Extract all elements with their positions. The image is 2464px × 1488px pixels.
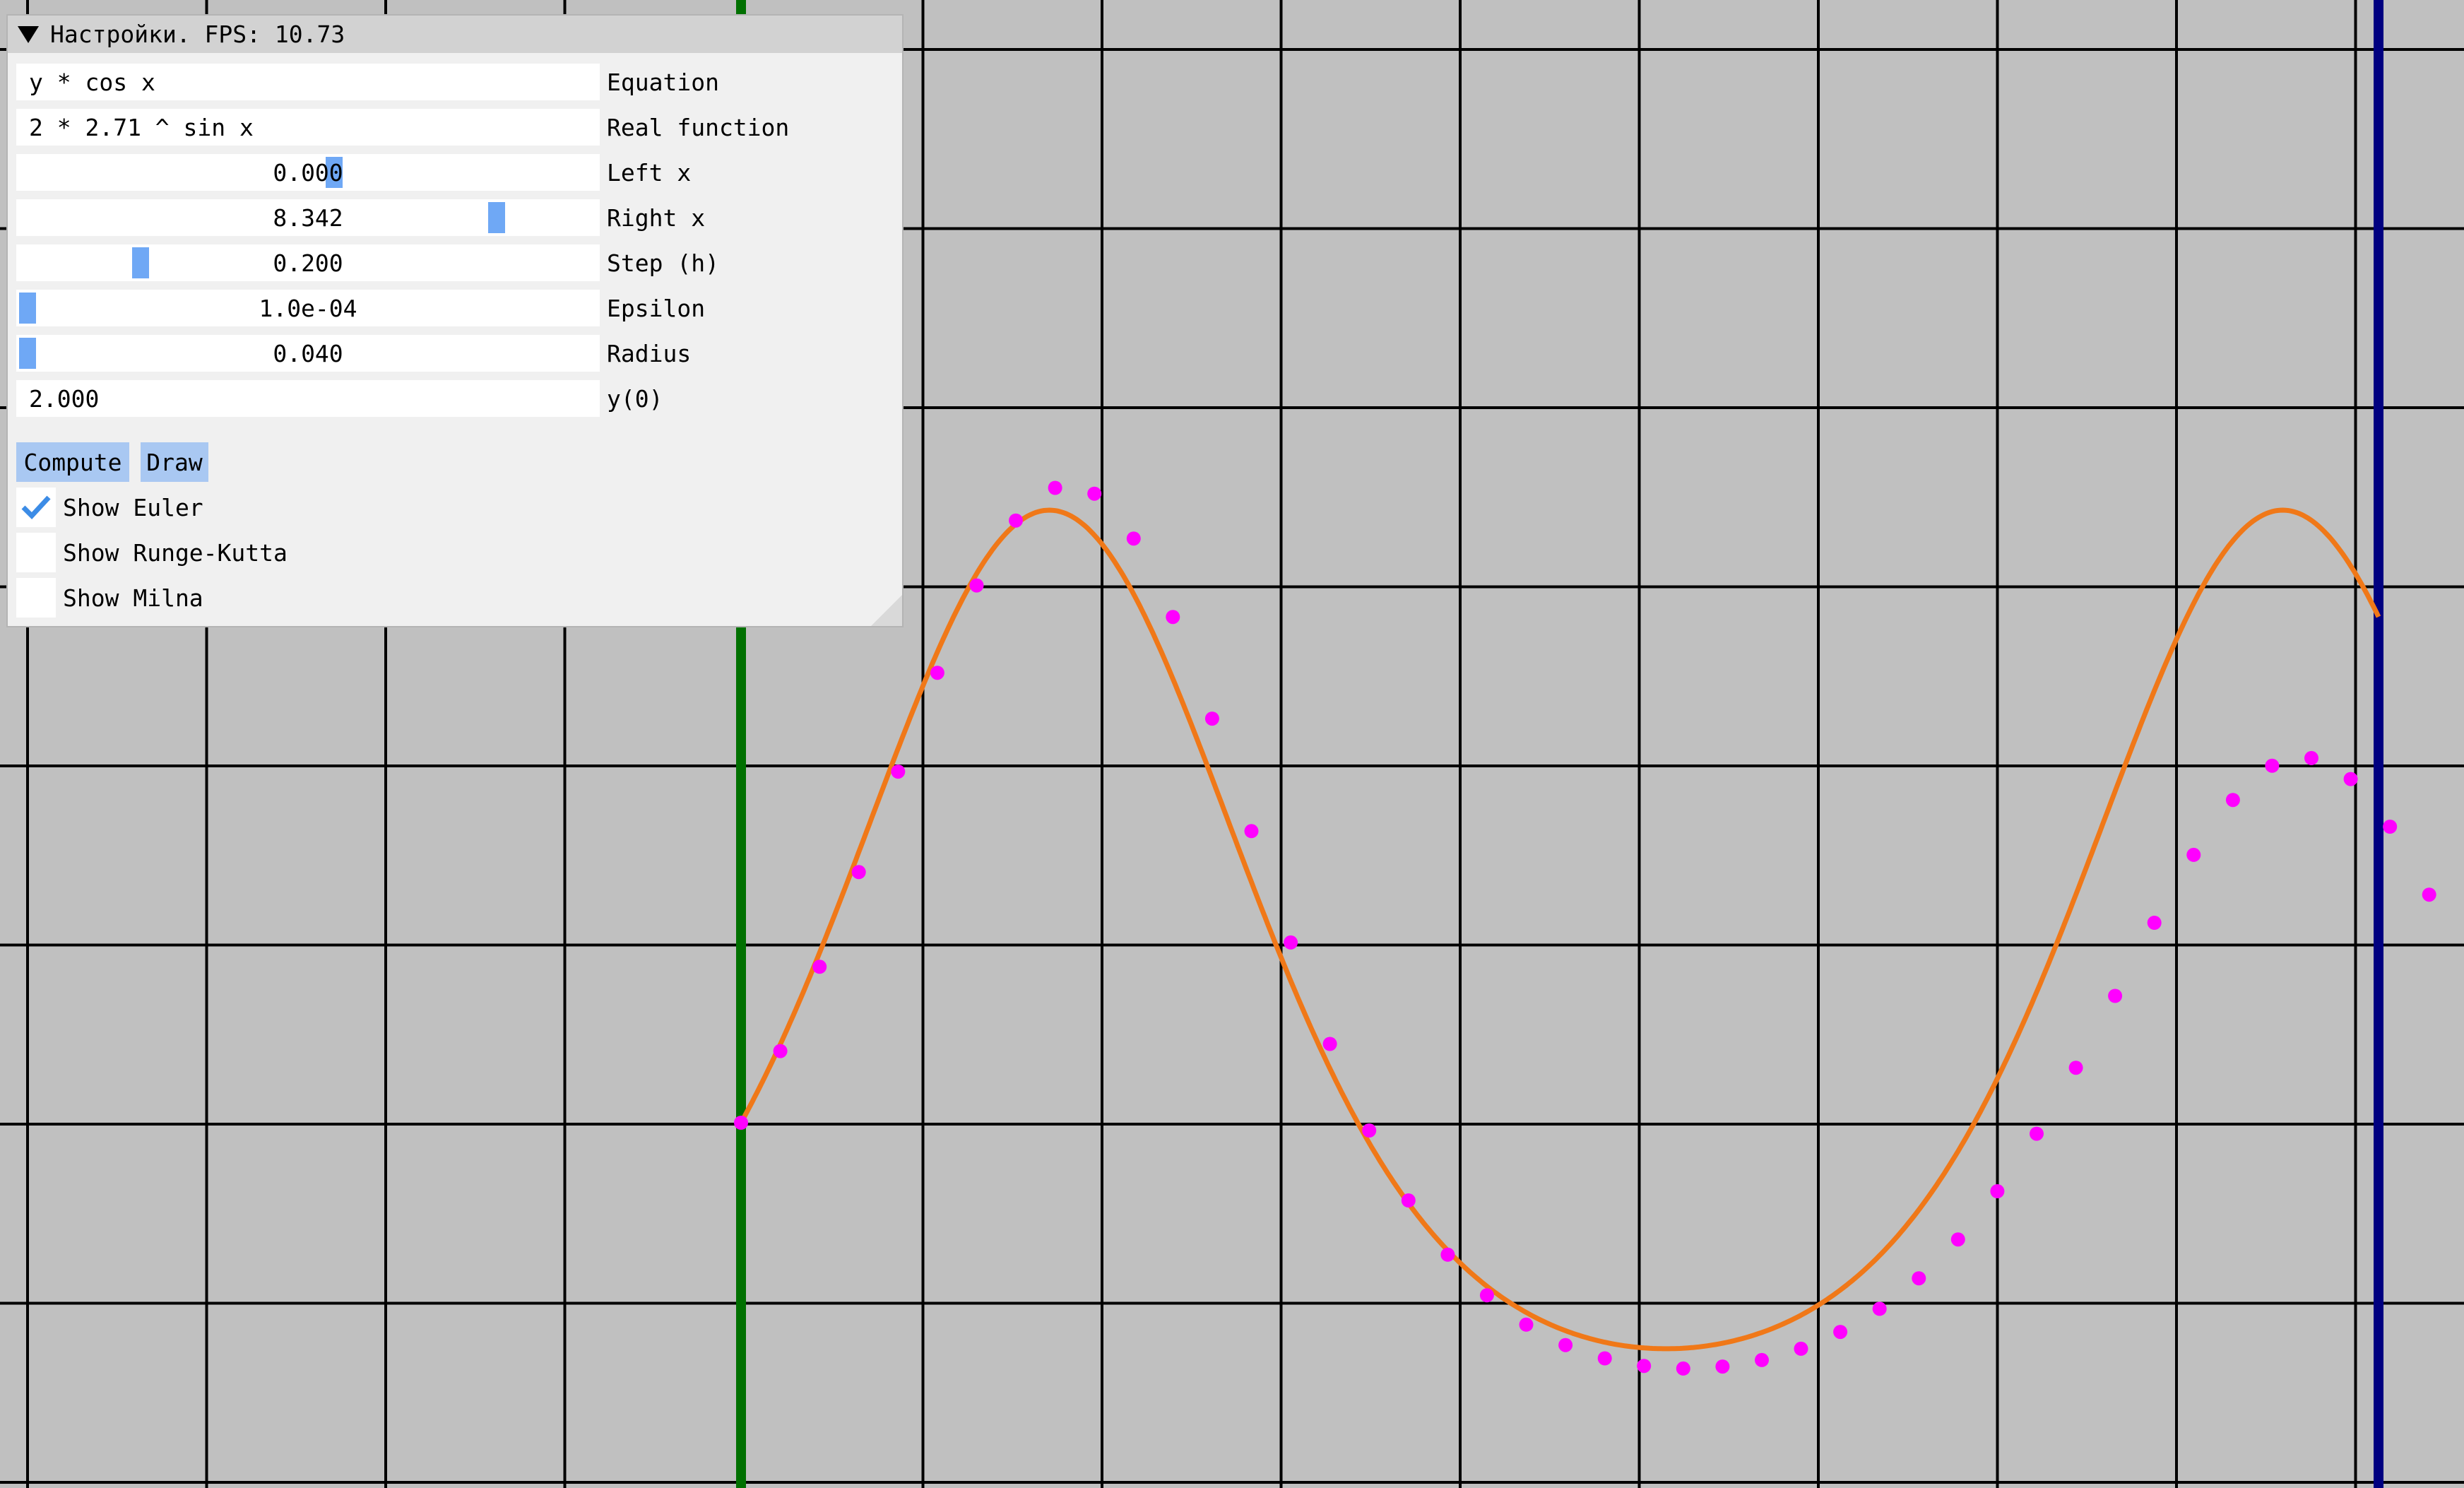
epsilon-row: 1.0e-04 Epsilon bbox=[16, 290, 705, 326]
euler-point bbox=[1401, 1193, 1416, 1207]
radius-slider[interactable]: 0.040 bbox=[16, 335, 600, 372]
settings-title: Настройки. FPS: 10.73 bbox=[50, 20, 345, 48]
euler-point bbox=[2304, 750, 2318, 765]
euler-point bbox=[1558, 1338, 1573, 1352]
euler-point bbox=[1048, 480, 1062, 495]
equation-input[interactable]: y * cos x bbox=[16, 64, 600, 100]
euler-point bbox=[2147, 916, 2162, 930]
show-euler-checkbox[interactable]: Show Euler bbox=[16, 488, 203, 527]
radius-label: Radius bbox=[607, 339, 692, 367]
right-x-slider-grab[interactable] bbox=[488, 202, 505, 233]
epsilon-slider-grab[interactable] bbox=[19, 293, 36, 324]
step-label: Step (h) bbox=[607, 249, 719, 277]
euler-points bbox=[734, 480, 2436, 1376]
real-function-input[interactable]: 2 * 2.71 ^ sin x bbox=[16, 109, 600, 146]
euler-point bbox=[1676, 1361, 1690, 1376]
real-function-row: 2 * 2.71 ^ sin x Real function bbox=[16, 109, 789, 146]
left-x-slider-grab[interactable] bbox=[326, 157, 343, 188]
checkmark-icon bbox=[21, 495, 51, 520]
euler-point bbox=[1204, 711, 1219, 726]
show-milna-label: Show Milna bbox=[63, 584, 203, 612]
euler-point bbox=[1519, 1317, 1534, 1332]
euler-point bbox=[1950, 1232, 1965, 1247]
euler-point bbox=[1284, 935, 1298, 950]
euler-point bbox=[2186, 847, 2201, 862]
equation-row: y * cos x Equation bbox=[16, 64, 719, 100]
show-euler-box[interactable] bbox=[16, 488, 56, 527]
euler-point bbox=[1362, 1123, 1377, 1138]
show-euler-label: Show Euler bbox=[63, 493, 203, 521]
euler-point bbox=[1912, 1271, 1926, 1286]
euler-point bbox=[969, 578, 984, 593]
euler-point bbox=[2383, 820, 2398, 834]
radius-row: 0.040 Radius bbox=[16, 335, 691, 372]
show-runge-kutta-checkbox[interactable]: Show Runge-Kutta bbox=[16, 533, 288, 572]
right-x-slider[interactable]: 8.342 bbox=[16, 199, 600, 236]
euler-point bbox=[1715, 1359, 1730, 1374]
euler-point bbox=[773, 1044, 788, 1058]
euler-point bbox=[2422, 887, 2436, 902]
compute-button[interactable]: Compute bbox=[16, 442, 129, 482]
euler-point bbox=[1244, 824, 1259, 839]
right-x-row: 8.342 Right x bbox=[16, 199, 705, 236]
left-x-row: 0.000 Left x bbox=[16, 154, 691, 191]
euler-point bbox=[930, 666, 944, 680]
euler-point bbox=[1755, 1352, 1769, 1367]
euler-point bbox=[812, 959, 827, 974]
euler-point bbox=[1794, 1341, 1808, 1356]
left-x-slider[interactable]: 0.000 bbox=[16, 154, 600, 191]
show-runge-kutta-box[interactable] bbox=[16, 533, 56, 572]
euler-point bbox=[1126, 531, 1141, 546]
euler-point bbox=[1597, 1351, 1612, 1366]
euler-point bbox=[1872, 1301, 1887, 1316]
collapse-triangle-icon[interactable] bbox=[18, 25, 39, 43]
euler-point bbox=[2225, 793, 2240, 808]
epsilon-label: Epsilon bbox=[607, 294, 706, 322]
right-x-label: Right x bbox=[607, 203, 706, 232]
left-x-label: Left x bbox=[607, 158, 692, 187]
euler-point bbox=[2343, 772, 2358, 786]
step-row: 0.200 Step (h) bbox=[16, 244, 719, 281]
euler-point bbox=[2108, 988, 2123, 1003]
y0-label: y(0) bbox=[607, 384, 663, 413]
radius-slider-grab[interactable] bbox=[19, 338, 36, 369]
euler-point bbox=[2030, 1126, 2044, 1141]
resize-grip-icon[interactable] bbox=[871, 595, 902, 626]
settings-panel[interactable]: Настройки. FPS: 10.73 y * cos x Equation… bbox=[6, 14, 904, 627]
show-milna-box[interactable] bbox=[16, 578, 56, 618]
step-slider[interactable]: 0.200 bbox=[16, 244, 600, 281]
euler-point bbox=[1479, 1288, 1494, 1303]
step-slider-grab[interactable] bbox=[132, 247, 149, 278]
show-milna-checkbox[interactable]: Show Milna bbox=[16, 578, 203, 618]
settings-titlebar[interactable]: Настройки. FPS: 10.73 bbox=[8, 16, 902, 53]
euler-point bbox=[1166, 610, 1180, 625]
euler-point bbox=[1440, 1247, 1455, 1262]
euler-point bbox=[1833, 1325, 1848, 1340]
y0-row: 2.000 y(0) bbox=[16, 380, 663, 417]
y0-input[interactable]: 2.000 bbox=[16, 380, 600, 417]
euler-point bbox=[2265, 758, 2280, 773]
draw-button[interactable]: Draw bbox=[141, 442, 208, 482]
euler-point bbox=[1990, 1184, 2005, 1198]
euler-point bbox=[891, 764, 906, 779]
euler-point bbox=[1322, 1037, 1337, 1051]
euler-point bbox=[2068, 1061, 2083, 1075]
euler-point bbox=[1009, 513, 1023, 528]
euler-point bbox=[1087, 486, 1102, 501]
epsilon-slider[interactable]: 1.0e-04 bbox=[16, 290, 600, 326]
equation-label: Equation bbox=[607, 68, 719, 96]
show-runge-kutta-label: Show Runge-Kutta bbox=[63, 538, 288, 567]
euler-point bbox=[1637, 1359, 1652, 1374]
real-function-label: Real function bbox=[607, 113, 790, 141]
euler-point bbox=[851, 865, 866, 880]
real-function-curve bbox=[738, 507, 2381, 1352]
euler-point bbox=[734, 1116, 748, 1130]
